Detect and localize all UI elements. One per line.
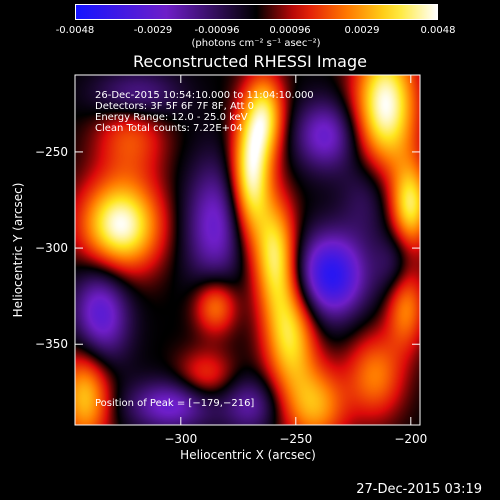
colorbar-tick-label: -0.00096 <box>194 25 240 36</box>
y-tick-label: −250 <box>35 144 68 159</box>
annotation-detectors: Detectors: 3F 5F 6F 7F 8F, Att 0 <box>95 101 255 112</box>
colorbar-tick-label: 0.0048 <box>420 25 456 36</box>
y-axis-label: Heliocentric Y (arcsec) <box>11 182 25 318</box>
annotation-energy: Energy Range: 12.0 - 25.0 keV <box>95 112 248 123</box>
y-tick-label: −300 <box>35 241 68 256</box>
chart-title: Reconstructed RHESSI Image <box>133 52 367 71</box>
annotation-time-range: 26-Dec-2015 10:54:10.000 to 11:04:10.000 <box>95 90 314 101</box>
x-tick-label: −200 <box>394 432 428 446</box>
x-tick-label: −250 <box>279 432 313 446</box>
colorbar-tick-label: -0.0048 <box>55 25 95 36</box>
x-tick-label: −300 <box>164 432 198 446</box>
plot-border <box>74 74 421 426</box>
annotation-counts: Clean Total counts: 7.22E+04 <box>95 123 243 134</box>
colorbar-tick-label: -0.0029 <box>133 25 173 36</box>
peak-position-label: Position of Peak = [−179,−216] <box>95 398 255 409</box>
x-axis-label: Heliocentric X (arcsec) <box>180 448 316 462</box>
colorbar-units: (photons cm⁻² s⁻¹ asec⁻²) <box>191 38 321 49</box>
heatmap-image <box>75 75 420 425</box>
colorbar <box>75 4 438 20</box>
timestamp: 27-Dec-2015 03:19 <box>356 482 482 497</box>
colorbar-tick-label: 0.00096 <box>269 25 311 36</box>
y-tick-label: −350 <box>35 337 68 352</box>
colorbar-tick-label: 0.0029 <box>344 25 380 36</box>
